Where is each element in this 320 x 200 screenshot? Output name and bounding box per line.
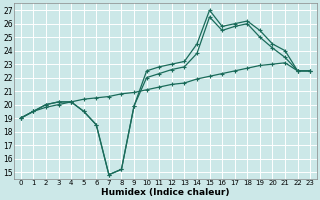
X-axis label: Humidex (Indice chaleur): Humidex (Indice chaleur) [101,188,230,197]
